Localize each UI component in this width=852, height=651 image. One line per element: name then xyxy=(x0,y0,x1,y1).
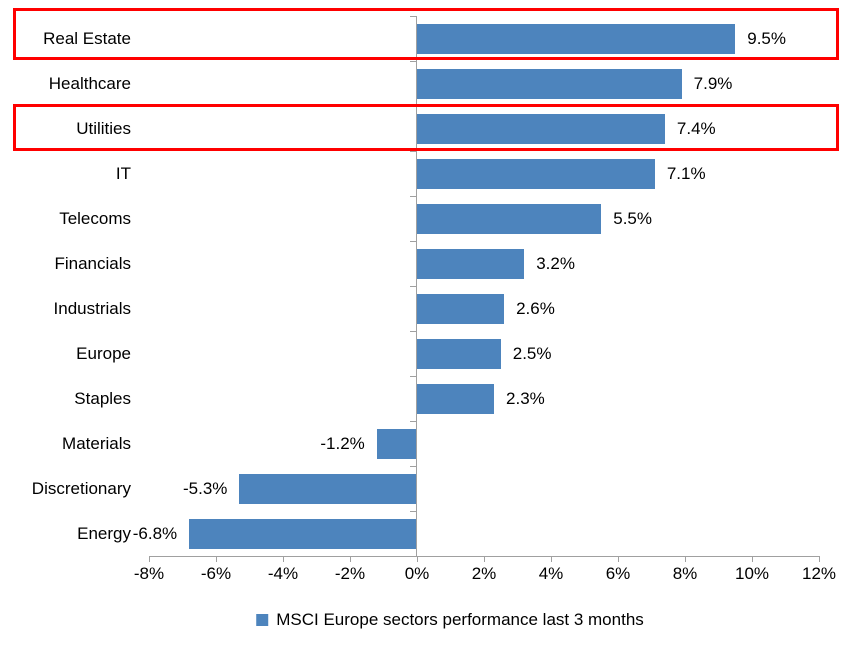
y-axis-tick xyxy=(410,196,416,197)
category-label: Healthcare xyxy=(48,73,131,93)
x-axis-tick xyxy=(484,556,485,562)
value-label: -6.8% xyxy=(132,523,178,543)
x-tick-label: -6% xyxy=(200,564,232,583)
y-axis-tick xyxy=(410,331,416,332)
x-axis-tick xyxy=(216,556,217,562)
bar xyxy=(417,293,505,324)
category-label: Discretionary xyxy=(31,478,131,498)
highlight-box-utilities xyxy=(13,104,839,151)
bar xyxy=(417,383,495,414)
value-label: 2.3% xyxy=(506,388,545,408)
x-axis-tick xyxy=(149,556,150,562)
bar xyxy=(417,23,736,54)
x-axis-tick xyxy=(685,556,686,562)
y-axis-tick xyxy=(410,466,416,467)
x-axis-tick xyxy=(551,556,552,562)
category-label: Industrials xyxy=(53,298,131,318)
value-label: 7.1% xyxy=(666,163,706,183)
value-label: 9.5% xyxy=(747,28,786,48)
bar xyxy=(417,113,665,144)
bar xyxy=(189,518,417,549)
x-tick-label: 8% xyxy=(672,564,698,583)
x-tick-label: 4% xyxy=(538,564,564,583)
x-tick-label: 10% xyxy=(734,564,770,583)
bar xyxy=(376,428,417,459)
x-axis-tick xyxy=(819,556,820,562)
value-label: 2.5% xyxy=(512,343,552,363)
value-label: -1.2% xyxy=(320,433,365,453)
y-axis-tick xyxy=(410,511,416,512)
y-axis-tick xyxy=(410,286,416,287)
category-label: Real Estate xyxy=(43,28,131,48)
legend-square-icon xyxy=(256,614,269,626)
category-label: Telecoms xyxy=(59,208,131,228)
value-label: 3.2% xyxy=(536,253,575,273)
category-label: Utilities xyxy=(76,118,131,138)
value-label: 5.5% xyxy=(613,208,652,228)
category-label: Materials xyxy=(62,433,131,453)
x-tick-label: 6% xyxy=(605,564,631,583)
value-label: 2.6% xyxy=(516,298,555,318)
x-axis-tick xyxy=(752,556,753,562)
category-label: Energy xyxy=(77,523,131,543)
highlight-box-real-estate xyxy=(13,8,839,60)
category-label: Europe xyxy=(76,343,131,363)
y-axis-tick xyxy=(410,421,416,422)
x-axis-tick xyxy=(283,556,284,562)
y-axis-tick xyxy=(410,376,416,377)
x-axis-tick xyxy=(417,556,418,562)
x-tick-label: 0% xyxy=(404,564,430,583)
x-axis-tick xyxy=(350,556,351,562)
y-axis-tick xyxy=(410,16,416,17)
x-tick-label: -2% xyxy=(334,564,366,583)
x-tick-label: -4% xyxy=(267,564,299,583)
x-tick-label: 2% xyxy=(471,564,497,583)
value-label: 7.4% xyxy=(676,118,716,138)
x-tick-label: -8% xyxy=(133,564,165,583)
y-axis-line xyxy=(416,16,417,556)
bar xyxy=(417,158,655,189)
y-axis-tick xyxy=(410,241,416,242)
value-label: 7.9% xyxy=(693,73,733,93)
bar xyxy=(417,248,525,279)
category-label: Staples xyxy=(74,388,131,408)
x-tick-label: 12% xyxy=(801,564,837,583)
bar xyxy=(417,203,602,234)
category-label: IT xyxy=(115,163,131,183)
y-axis-tick xyxy=(410,61,416,62)
x-axis-tick xyxy=(618,556,619,562)
y-axis-tick xyxy=(410,151,416,152)
legend: MSCI Europe sectors performance last 3 m… xyxy=(256,610,644,630)
legend-label: MSCI Europe sectors performance last 3 m… xyxy=(276,610,644,629)
category-label: Financials xyxy=(54,253,131,273)
bar xyxy=(417,68,682,99)
bar xyxy=(417,338,501,369)
bar xyxy=(239,473,417,504)
value-label: -5.3% xyxy=(183,478,228,498)
